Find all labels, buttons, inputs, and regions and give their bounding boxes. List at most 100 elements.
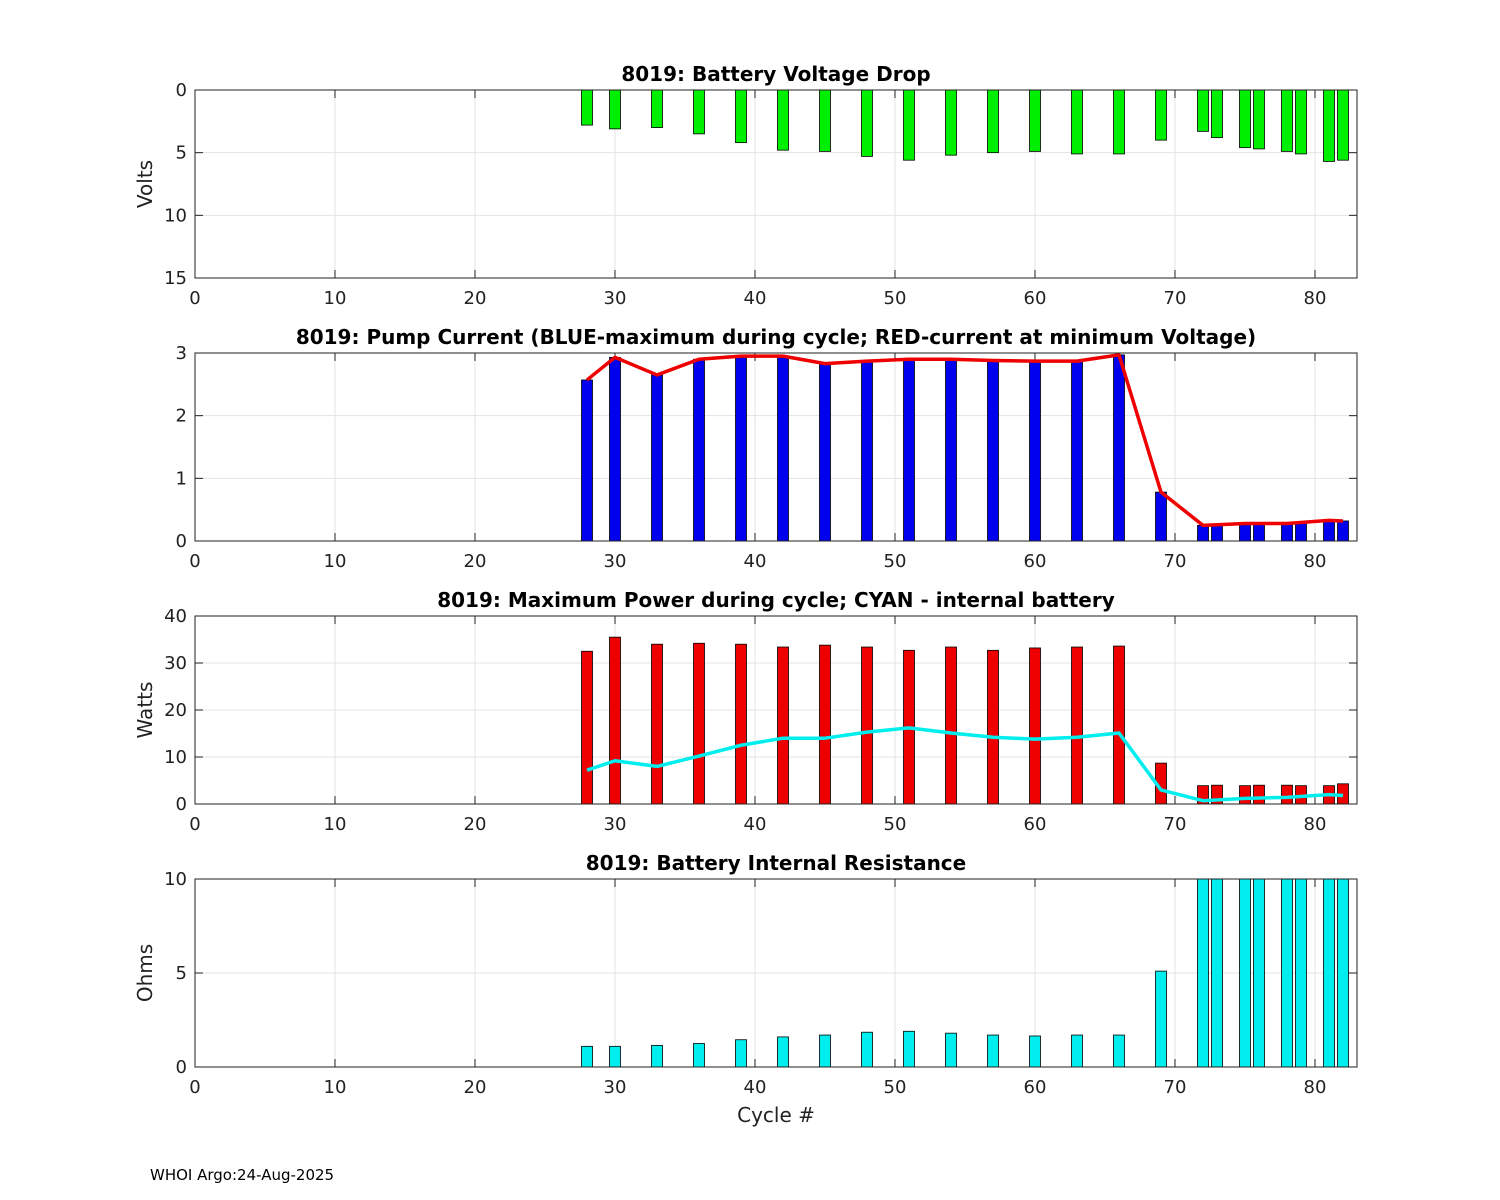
data-bar	[735, 355, 747, 542]
data-bar	[693, 89, 705, 135]
x-tick-label: 10	[324, 551, 347, 572]
chart-title: 8019: Battery Internal Resistance	[586, 851, 966, 875]
data-bar	[1071, 1034, 1083, 1068]
data-bar	[1337, 520, 1349, 542]
data-bar	[861, 1031, 873, 1068]
x-tick-label: 40	[744, 814, 767, 835]
data-bar	[1029, 1035, 1041, 1068]
x-tick-label: 40	[744, 551, 767, 572]
y-tick-label: 2	[176, 406, 187, 427]
panel-2: 0 10 20 30 40 50 60 70 80 0 1 2 3 8019: Pump Current …	[176, 325, 1358, 572]
x-tick-label: 10	[324, 1077, 347, 1098]
data-bar	[735, 1039, 747, 1068]
x-tick-label: 10	[324, 288, 347, 309]
data-bar	[1155, 89, 1167, 141]
y-tick-label: 0	[176, 80, 187, 101]
data-bar	[1197, 878, 1209, 1068]
x-tick-label: 20	[464, 551, 487, 572]
series-line	[586, 726, 1344, 803]
y-axis-label: Ohms	[133, 944, 157, 1002]
x-tick-label: 60	[1024, 551, 1047, 572]
x-tick-label: 30	[604, 814, 627, 835]
x-tick-label: 50	[884, 288, 907, 309]
chart-title: 8019: Battery Voltage Drop	[621, 62, 930, 86]
panel-4: 0 10 20 30 40 50 60 70 80 0 5 10 8019: Battery Inter…	[133, 851, 1358, 1127]
x-tick-label: 10	[324, 814, 347, 835]
x-tick-label: 80	[1304, 1077, 1327, 1098]
data-bar	[609, 89, 621, 130]
data-bar	[1113, 1034, 1125, 1068]
plot-area	[195, 353, 1357, 541]
x-tick-label: 80	[1304, 551, 1327, 572]
data-bar	[1337, 89, 1349, 161]
data-bar	[651, 374, 663, 542]
data-bar	[903, 1030, 915, 1068]
x-tick-label: 70	[1164, 1077, 1187, 1098]
y-tick-label: 10	[164, 747, 187, 768]
data-bar	[1323, 519, 1335, 542]
x-axis-label: Cycle #	[737, 1103, 815, 1127]
data-bar	[1253, 523, 1265, 542]
data-bar	[1113, 89, 1125, 155]
data-bar	[735, 643, 747, 805]
data-bar	[777, 355, 789, 542]
data-bar	[1253, 878, 1265, 1068]
y-tick-label: 15	[164, 268, 187, 289]
x-tick-label: 0	[189, 551, 200, 572]
x-tick-label: 80	[1304, 814, 1327, 835]
x-tick-label: 60	[1024, 1077, 1047, 1098]
plot-frame	[194, 878, 1358, 1068]
x-tick-label: 60	[1024, 814, 1047, 835]
data-bar	[1113, 354, 1125, 542]
data-bar	[945, 89, 957, 156]
data-bar	[861, 360, 873, 542]
plot-frame	[194, 615, 1358, 805]
y-tick-label: 0	[176, 531, 187, 552]
data-bar	[735, 89, 747, 144]
y-tick-label: 1	[176, 468, 187, 489]
x-tick-label: 60	[1024, 288, 1047, 309]
y-tick-label: 3	[176, 343, 187, 364]
x-tick-label: 70	[1164, 288, 1187, 309]
data-bar	[651, 643, 663, 805]
data-bar	[1071, 646, 1083, 805]
x-tick-label: 40	[744, 288, 767, 309]
data-bar	[1029, 89, 1041, 152]
x-tick-label: 80	[1304, 288, 1327, 309]
data-bar	[1029, 360, 1041, 542]
data-bar	[1211, 878, 1223, 1068]
data-bar	[693, 1043, 705, 1068]
x-tick-label: 20	[464, 288, 487, 309]
data-bar	[1197, 524, 1209, 542]
data-bar	[1253, 784, 1265, 805]
x-tick-label: 40	[744, 1077, 767, 1098]
y-tick-label: 20	[164, 700, 187, 721]
y-tick-label: 10	[164, 869, 187, 890]
chart-title: 8019: Maximum Power during cycle; CYAN -…	[437, 588, 1115, 612]
x-tick-label: 30	[604, 1077, 627, 1098]
y-tick-label: 30	[164, 653, 187, 674]
y-tick-label: 10	[164, 205, 187, 226]
y-tick-label: 40	[164, 606, 187, 627]
x-tick-label: 20	[464, 1077, 487, 1098]
y-axis-label: Watts	[133, 682, 157, 739]
data-bar	[693, 358, 705, 542]
data-bar	[1029, 647, 1041, 805]
data-bar	[1323, 878, 1335, 1068]
plot-area	[195, 90, 1357, 278]
y-tick-label: 0	[176, 794, 187, 815]
y-tick-label: 5	[176, 143, 187, 164]
data-bar	[651, 89, 663, 128]
data-bar	[819, 644, 831, 805]
x-tick-label: 70	[1164, 551, 1187, 572]
data-bar	[903, 358, 915, 542]
data-bar	[581, 89, 593, 126]
x-tick-label: 50	[884, 1077, 907, 1098]
data-bar	[903, 89, 915, 161]
data-bar	[1323, 89, 1335, 162]
y-tick-label: 5	[176, 963, 187, 984]
data-bar	[609, 356, 621, 542]
data-bar	[1071, 89, 1083, 155]
panel-3: 0 10 20 30 40 50 60 70 80 0 10 20 30 40 8019: Maximum …	[133, 588, 1358, 835]
x-tick-label: 30	[604, 551, 627, 572]
